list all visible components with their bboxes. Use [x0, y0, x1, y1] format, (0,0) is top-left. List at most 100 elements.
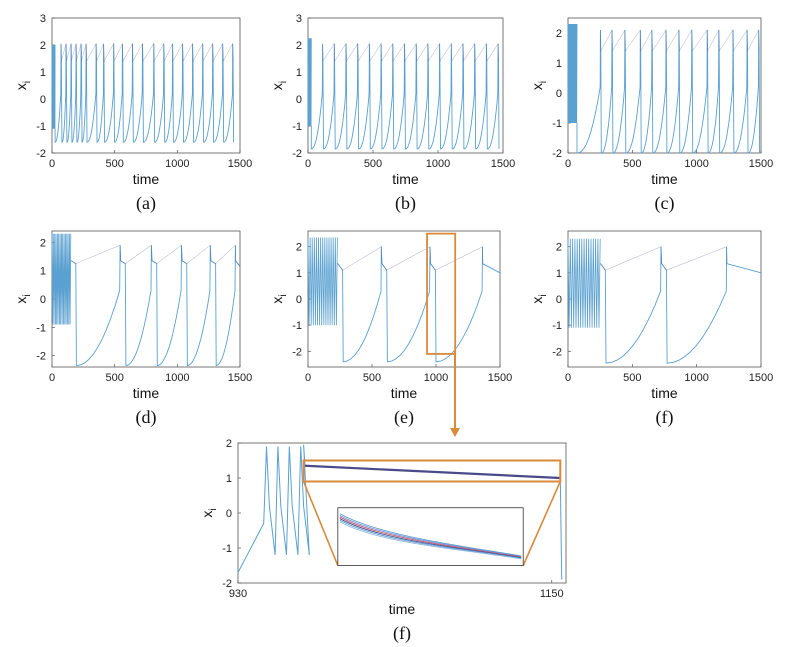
- initial-transient: [307, 237, 338, 326]
- x-axis-label: time: [133, 171, 160, 187]
- x-tick-label: 1500: [228, 158, 252, 170]
- y-tick-label: -1: [292, 121, 302, 133]
- y-axis-label-subscript: i: [278, 294, 289, 296]
- panel-caption: (a): [136, 193, 156, 214]
- y-tick-label: -1: [36, 121, 46, 133]
- x-tick-label: 0: [305, 372, 311, 384]
- panel-c: 0 500 1000 1500 -2 -1 0 1 2 time xi (c): [529, 17, 773, 214]
- panel-caption: (f): [656, 407, 674, 428]
- y-axis-label-subscript: i: [538, 294, 549, 296]
- y-tick-label: 1: [556, 268, 562, 280]
- x-tick-label: 1000: [684, 372, 708, 384]
- arrow-head: [450, 428, 460, 437]
- y-tick-label: 0: [226, 508, 232, 520]
- inset-curve: [339, 519, 522, 559]
- x-tick-label: 1000: [424, 372, 448, 384]
- initial-transient: [307, 38, 312, 127]
- y-tick-label: 0: [40, 294, 46, 306]
- x-tick-label: 1000: [684, 158, 708, 170]
- y-axis-label: xi: [13, 81, 33, 90]
- y-tick-label: -1: [36, 322, 46, 334]
- x-tick-label: 1000: [426, 158, 450, 170]
- inset-box: [337, 507, 524, 566]
- x-tick-label: 1500: [749, 372, 773, 384]
- x-tick-label: 500: [623, 158, 641, 170]
- x-tick-label: 1150: [540, 588, 564, 600]
- x-tick-label: 0: [49, 158, 55, 170]
- panel-d: 0 500 1000 1500 -2 -1 0 1 2 time xi (d): [13, 230, 252, 428]
- x-tick-label: 500: [105, 158, 123, 170]
- initial-transient: [567, 238, 601, 328]
- series-trace: [576, 29, 761, 154]
- inset-curve: [339, 513, 522, 557]
- series-trace: [310, 43, 500, 150]
- y-tick-label: 1: [40, 67, 46, 79]
- y-axis-label-subscript: i: [538, 81, 549, 83]
- y-tick-label: 2: [296, 242, 302, 254]
- y-tick-label: -2: [36, 148, 46, 160]
- series-trace: [600, 246, 762, 364]
- panel-caption: (f): [393, 623, 411, 644]
- series-trace: [70, 245, 241, 367]
- y-axis-label-subscript: i: [22, 81, 33, 83]
- y-tick-label: 1: [40, 266, 46, 278]
- initial-transient: [567, 23, 578, 124]
- y-tick-label: -2: [36, 351, 46, 363]
- panel-caption: (d): [136, 407, 157, 428]
- panel-caption: (e): [394, 407, 414, 428]
- y-tick-label: -1: [552, 118, 562, 130]
- y-axis-label-subscript: i: [278, 81, 289, 83]
- panel-caption: (c): [655, 193, 675, 214]
- y-tick-label: -2: [222, 578, 232, 590]
- y-tick-label: 2: [40, 40, 46, 52]
- y-tick-label: -2: [292, 148, 302, 160]
- inset-curve: [339, 514, 522, 557]
- plateau-bundle: [304, 464, 561, 480]
- x-tick-label: 0: [565, 372, 571, 384]
- x-axis-label: time: [651, 385, 678, 401]
- y-tick-label: -1: [222, 543, 232, 555]
- panel-f: 0 500 1000 1500 -2 -1 0 1 2 time xi (f): [529, 230, 773, 428]
- x-tick-label: 1500: [749, 158, 773, 170]
- y-tick-label: -2: [292, 346, 302, 358]
- y-tick-label: 2: [226, 438, 232, 450]
- inset-curve: [339, 516, 522, 558]
- x-tick-label: 1000: [165, 158, 189, 170]
- axes-box: [51, 17, 241, 154]
- y-tick-label: 2: [40, 237, 46, 249]
- y-tick-label: 3: [296, 13, 302, 25]
- inset-curve: [339, 518, 522, 559]
- y-tick-label: 1: [296, 268, 302, 280]
- y-axis-label: xi: [529, 294, 549, 303]
- y-tick-label: 2: [296, 40, 302, 52]
- series-trace-overlay: [600, 28, 760, 53]
- y-tick-label: 0: [556, 88, 562, 100]
- x-tick-label: 500: [105, 372, 123, 384]
- y-tick-label: 2: [556, 28, 562, 40]
- panel-b: 0 500 1000 1500 -2 -1 0 1 2 3 time xi (b): [269, 13, 515, 214]
- zoom-connector-right: [522, 481, 562, 566]
- x-axis-label: time: [389, 601, 416, 617]
- y-tick-label: -2: [552, 346, 562, 358]
- series-trace-overlay: [337, 246, 483, 271]
- x-tick-label: 930: [229, 588, 247, 600]
- zoom-box: [302, 459, 562, 483]
- series-trace-overlay: [322, 42, 499, 63]
- y-tick-label: 1: [296, 67, 302, 79]
- series-trace: [54, 43, 235, 143]
- x-tick-label: 1500: [491, 158, 515, 170]
- inset-curve: [339, 521, 522, 560]
- x-tick-label: 1500: [488, 372, 512, 384]
- x-axis-label: time: [651, 171, 678, 187]
- y-axis-label: xi: [529, 81, 549, 90]
- x-tick-label: 500: [623, 372, 641, 384]
- y-tick-label: 1: [556, 58, 562, 70]
- series-trace: [237, 444, 563, 580]
- x-tick-label: 0: [565, 158, 571, 170]
- y-axis-label: xi: [269, 81, 289, 90]
- zoom-connector-left: [302, 481, 339, 566]
- initial-transient: [51, 44, 56, 129]
- y-tick-label: 0: [556, 294, 562, 306]
- x-tick-label: 0: [305, 158, 311, 170]
